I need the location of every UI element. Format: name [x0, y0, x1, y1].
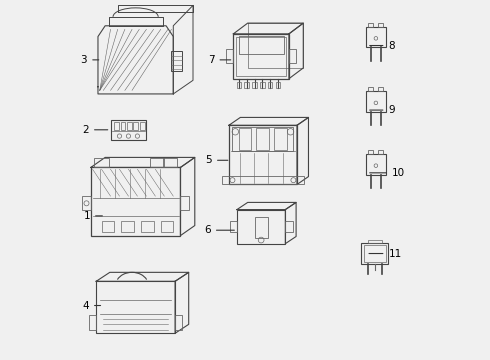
Bar	[127, 122, 132, 130]
Bar	[161, 221, 173, 232]
Bar	[114, 122, 119, 130]
Bar	[91, 167, 180, 235]
Text: 3: 3	[80, 55, 99, 65]
Bar	[239, 128, 251, 149]
Bar	[140, 122, 145, 130]
Bar	[368, 150, 373, 154]
Bar	[233, 34, 289, 79]
Text: 2: 2	[82, 125, 108, 135]
Bar	[96, 281, 175, 333]
Bar	[122, 221, 134, 232]
Bar	[237, 82, 241, 87]
Bar	[274, 128, 287, 149]
Bar	[245, 82, 249, 87]
Bar	[172, 51, 182, 71]
Bar	[378, 150, 383, 154]
Bar	[180, 196, 190, 211]
Bar	[366, 91, 386, 112]
Text: 1: 1	[83, 211, 102, 221]
Text: 7: 7	[208, 55, 231, 65]
Bar	[285, 221, 293, 232]
Bar	[368, 87, 373, 91]
Bar	[226, 49, 233, 63]
Text: 6: 6	[204, 225, 234, 235]
Bar	[101, 221, 114, 232]
Text: 8: 8	[370, 41, 395, 50]
Text: 4: 4	[82, 301, 100, 311]
Bar	[237, 210, 285, 244]
Bar	[366, 27, 386, 47]
Bar	[89, 315, 96, 330]
Bar	[361, 243, 388, 264]
Text: 9: 9	[370, 105, 395, 115]
Bar	[378, 87, 383, 91]
Bar	[82, 196, 91, 211]
Bar	[175, 315, 182, 330]
Bar	[252, 82, 257, 87]
Bar	[133, 122, 138, 130]
Text: 11: 11	[369, 248, 402, 258]
Bar	[95, 158, 109, 167]
Bar	[366, 154, 386, 175]
Bar	[229, 125, 297, 184]
Bar	[230, 221, 237, 232]
Text: 5: 5	[205, 155, 228, 165]
Bar	[111, 120, 147, 140]
Bar	[221, 176, 304, 184]
Bar	[236, 37, 286, 76]
Bar	[150, 158, 164, 167]
Bar	[364, 246, 386, 262]
Bar	[368, 240, 382, 243]
Bar	[368, 23, 373, 27]
Bar	[256, 128, 270, 149]
Bar	[276, 82, 280, 87]
Bar	[121, 122, 125, 130]
Bar	[260, 82, 265, 87]
Bar	[268, 82, 272, 87]
Bar	[289, 49, 296, 63]
Bar	[378, 23, 383, 27]
Bar	[141, 221, 153, 232]
Bar	[255, 217, 268, 238]
Bar	[163, 158, 177, 167]
Text: 10: 10	[370, 168, 405, 178]
Bar	[232, 127, 294, 151]
Bar	[239, 36, 284, 54]
